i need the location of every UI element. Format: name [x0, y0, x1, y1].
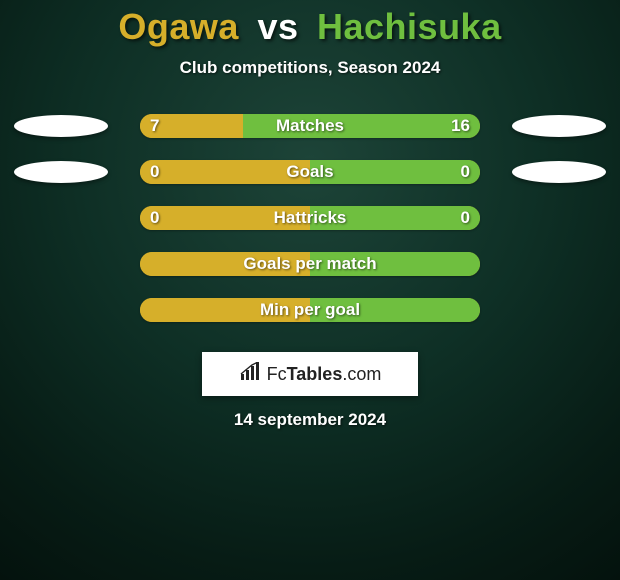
comparison-infographic: Ogawa vs Hachisuka Club competitions, Se… [0, 0, 620, 580]
stat-value-left: 7 [150, 114, 159, 138]
subtitle: Club competitions, Season 2024 [0, 58, 620, 78]
stat-bar [140, 206, 480, 230]
stat-row: Min per goal [0, 298, 620, 322]
stat-fill-left [140, 206, 310, 230]
bar-chart-icon [239, 362, 263, 387]
stat-row: Hattricks00 [0, 206, 620, 230]
player2-marker [512, 161, 606, 183]
stat-fill-left [140, 252, 310, 276]
stat-fill-right [310, 252, 480, 276]
stats-container: Matches716Goals00Hattricks00Goals per ma… [0, 114, 620, 322]
stat-value-left: 0 [150, 160, 159, 184]
stat-bar [140, 160, 480, 184]
vs-text: vs [257, 6, 298, 47]
logo-suffix: .com [342, 364, 381, 384]
logo-prefix: Fc [267, 364, 287, 384]
stat-fill-right [310, 206, 480, 230]
stat-fill-right [310, 160, 480, 184]
stat-fill-left [140, 298, 310, 322]
stat-value-left: 0 [150, 206, 159, 230]
stat-row: Goals per match [0, 252, 620, 276]
fctables-logo-card: FcTables.com [202, 352, 418, 396]
stat-value-right: 16 [451, 114, 470, 138]
player1-marker [14, 115, 108, 137]
stat-fill-right [243, 114, 480, 138]
stat-fill-left [140, 160, 310, 184]
stat-row: Goals00 [0, 160, 620, 184]
player1-name: Ogawa [118, 6, 239, 47]
stat-value-right: 0 [461, 206, 470, 230]
page-title: Ogawa vs Hachisuka [0, 0, 620, 48]
player1-marker [14, 161, 108, 183]
logo-bold: Tables [287, 364, 343, 384]
stat-row: Matches716 [0, 114, 620, 138]
stat-fill-right [310, 298, 480, 322]
stat-bar [140, 252, 480, 276]
logo-text: FcTables.com [267, 364, 382, 385]
player2-name: Hachisuka [317, 6, 502, 47]
stat-value-right: 0 [461, 160, 470, 184]
player2-marker [512, 115, 606, 137]
stat-bar [140, 298, 480, 322]
stat-bar [140, 114, 480, 138]
date-text: 14 september 2024 [0, 410, 620, 430]
